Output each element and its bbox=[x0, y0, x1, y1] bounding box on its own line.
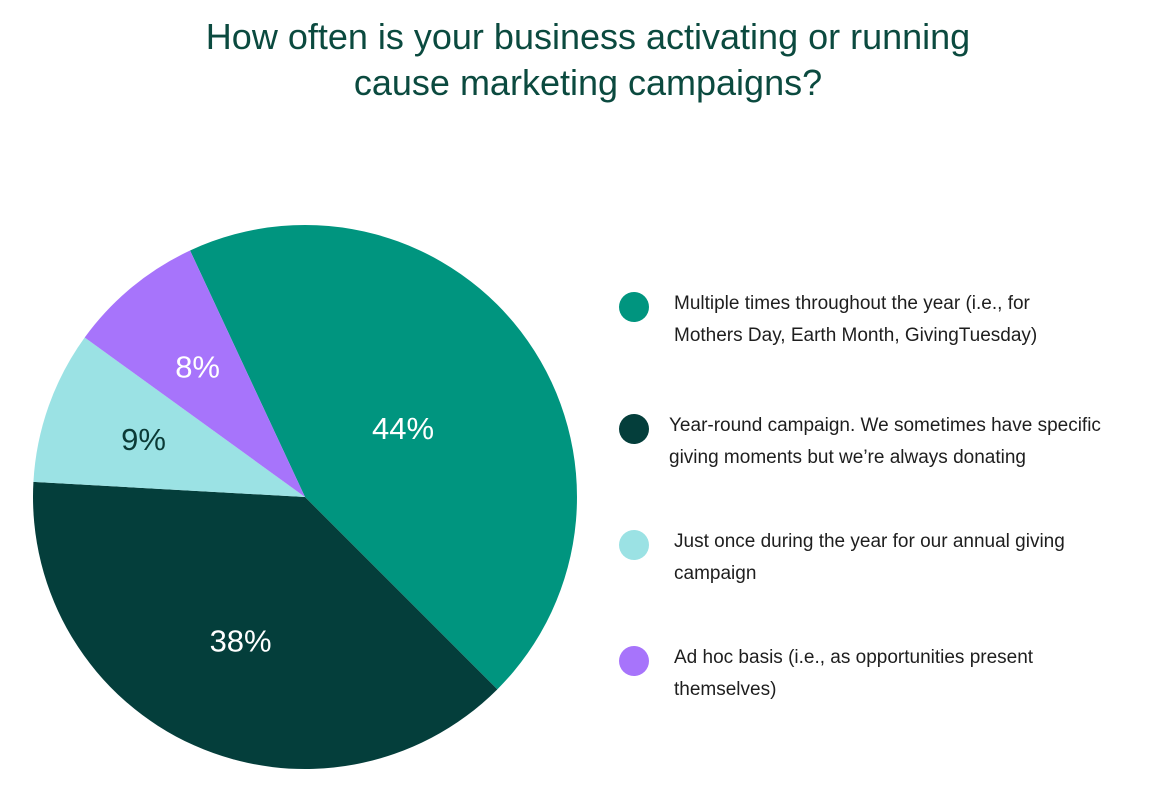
pie-slice-multiple-times bbox=[190, 224, 577, 690]
legend-label-line: Year-round campaign. We sometimes have s… bbox=[669, 415, 1101, 436]
data-label-year-round: 38% bbox=[210, 624, 272, 659]
legend-swatch-multiple-times bbox=[619, 292, 649, 322]
legend-item-ad-hoc: Ad hoc basis (i.e., as opportunities pre… bbox=[619, 642, 1164, 706]
legend-swatch-ad-hoc bbox=[619, 646, 649, 676]
pie-slice-ad-hoc bbox=[84, 250, 305, 497]
legend-label-line: Ad hoc basis (i.e., as opportunities pre… bbox=[674, 647, 1034, 668]
legend-swatch-just-once bbox=[619, 530, 649, 560]
legend-label-line: Just once during the year for our annual… bbox=[674, 531, 1065, 552]
chart-title-line-2: cause marketing campaigns? bbox=[353, 62, 823, 103]
data-label-ad-hoc: 8% bbox=[175, 350, 220, 385]
legend-item-just-once: Just once during the year for our annual… bbox=[619, 526, 1164, 590]
legend-item-year-round: Year-round campaign. We sometimes have s… bbox=[619, 410, 1164, 474]
legend-label-line: Mothers Day, Earth Month, GivingTuesday) bbox=[674, 325, 1038, 346]
data-label-multiple-times: 44% bbox=[372, 411, 434, 446]
legend-label-multiple-times: Multiple times throughout the year (i.e.… bbox=[674, 288, 1037, 352]
legend-label-year-round: Year-round campaign. We sometimes have s… bbox=[669, 410, 1101, 474]
legend-item-multiple-times: Multiple times throughout the year (i.e.… bbox=[619, 288, 1164, 352]
pie-slice-year-round bbox=[33, 481, 498, 769]
legend-swatch-year-round bbox=[619, 414, 649, 444]
legend-label-line: Multiple times throughout the year (i.e.… bbox=[674, 293, 1030, 314]
legend-label-line: campaign bbox=[674, 563, 757, 584]
legend-label-line: themselves) bbox=[674, 679, 777, 700]
chart-title-line-1: How often is your business activating or… bbox=[205, 16, 971, 57]
data-label-just-once: 9% bbox=[121, 422, 166, 457]
pie-slice-just-once bbox=[33, 337, 306, 497]
legend-label-just-once: Just once during the year for our annual… bbox=[674, 526, 1065, 590]
legend-label-line: giving moments but we’re always donating bbox=[669, 447, 1026, 468]
legend-label-ad-hoc: Ad hoc basis (i.e., as opportunities pre… bbox=[674, 642, 1033, 706]
chart-title: How often is your business activating or… bbox=[0, 14, 1176, 106]
